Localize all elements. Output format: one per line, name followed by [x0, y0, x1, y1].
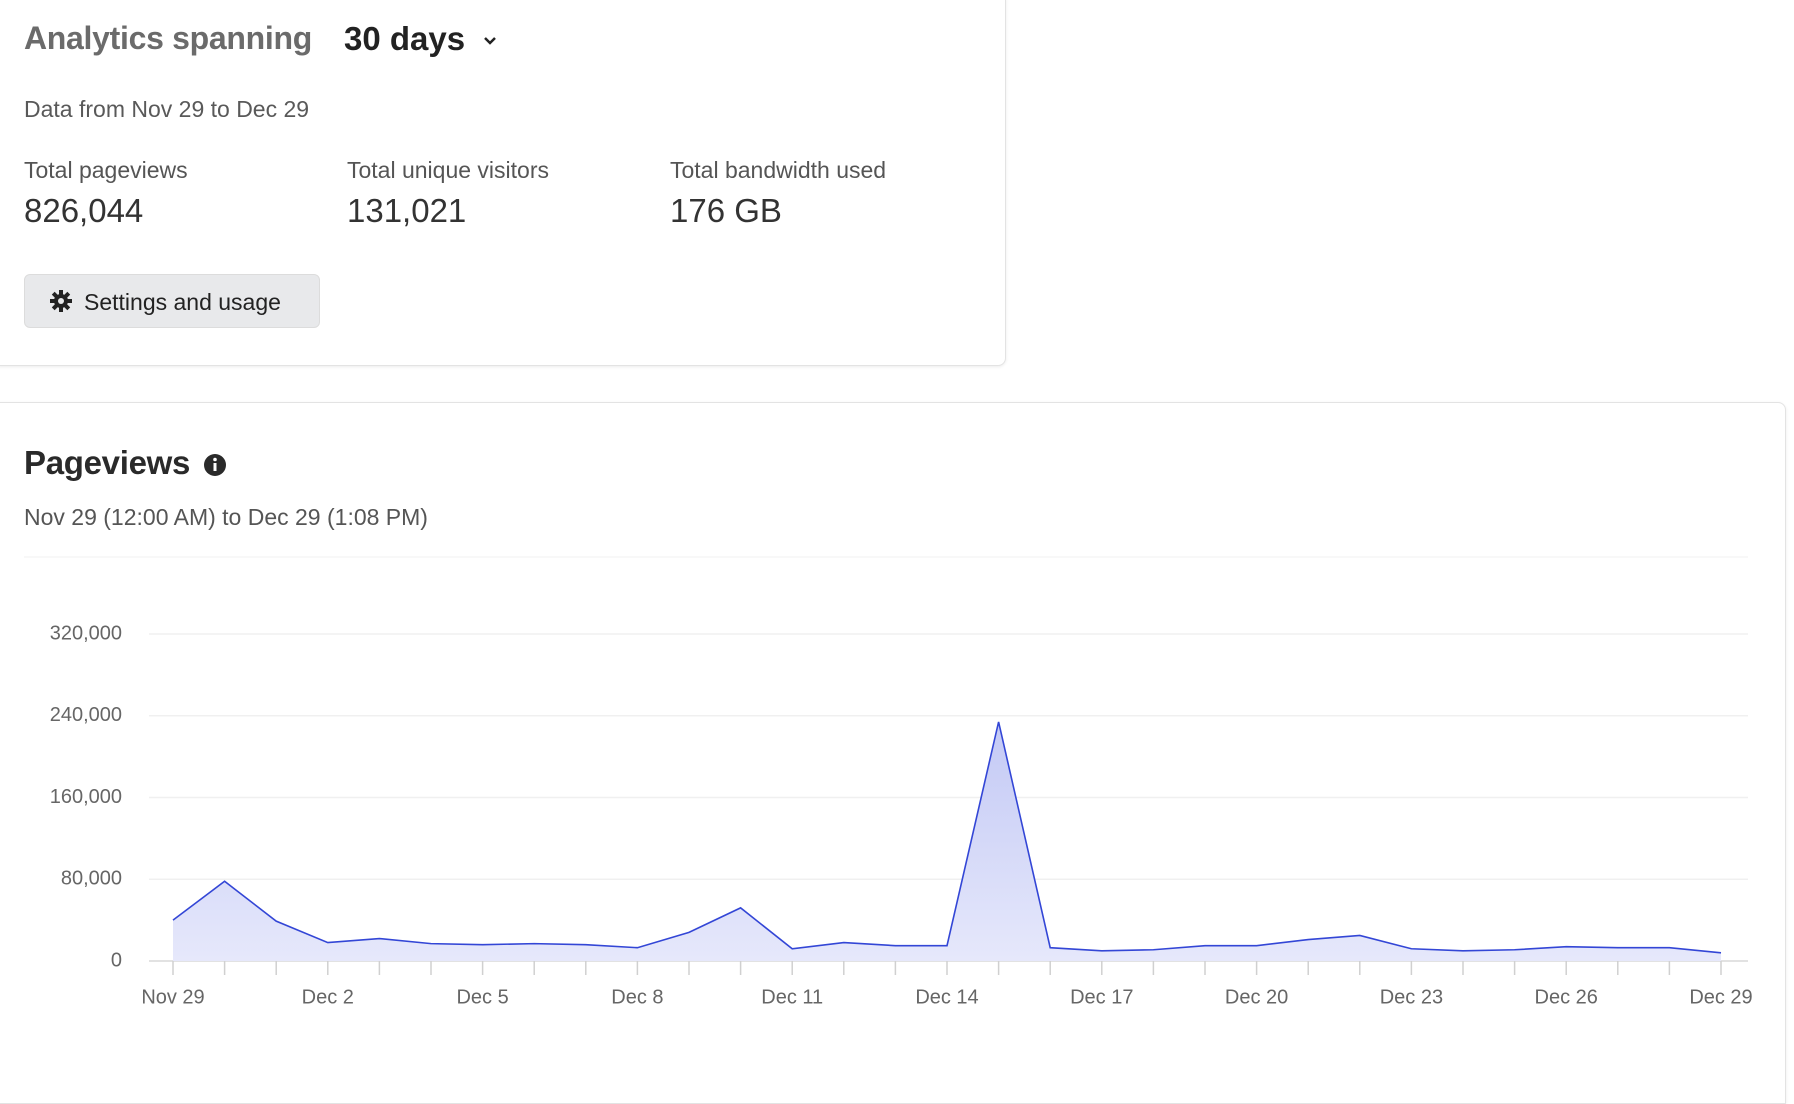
y-tick-label: 0 — [111, 949, 122, 971]
chart-title-text: Pageviews — [24, 444, 191, 481]
range-select[interactable]: 30 days — [344, 20, 498, 58]
stat-value: 131,021 — [347, 192, 467, 229]
gear-icon — [50, 290, 72, 312]
x-tick-label: Dec 29 — [1689, 986, 1752, 1008]
x-tick-label: Dec 17 — [1070, 986, 1133, 1008]
x-tick-label: Dec 2 — [302, 986, 354, 1008]
chevron-icon — [484, 37, 497, 46]
chart-card — [0, 402, 1786, 1104]
x-tick-label: Dec 26 — [1535, 986, 1598, 1008]
y-tick-label: 80,000 — [61, 868, 122, 890]
settings-button[interactable]: Settings and usage — [24, 274, 320, 328]
stat-label: Total unique visitors — [347, 157, 549, 183]
chart-subtitle: Nov 29 (12:00 AM) to Dec 29 (1:08 PM) — [24, 504, 428, 530]
x-tick-label: Dec 20 — [1225, 986, 1288, 1008]
chart-title: Pageviews — [24, 444, 227, 482]
x-tick-label: Dec 14 — [915, 986, 978, 1008]
y-tick-label: 160,000 — [50, 786, 122, 808]
x-tick-label: Nov 29 — [141, 986, 204, 1008]
y-tick-label: 320,000 — [50, 622, 122, 644]
x-tick-label: Dec 5 — [456, 986, 508, 1008]
x-tick-label: Dec 11 — [761, 986, 823, 1008]
x-tick-label: Dec 8 — [611, 986, 663, 1008]
button-label: Settings and usage — [84, 289, 281, 315]
chart: 0 80,000 160,000 240,000 320,000 Nov 29 Dec 2 D… — [24, 556, 1753, 1008]
line — [172, 721, 1722, 954]
header-subtitle: Data from Nov 29 to Dec 29 — [24, 96, 310, 122]
stat-label: Total bandwidth used — [670, 157, 887, 183]
stat-value: 826,044 — [24, 192, 144, 229]
stat-value: 176 GB — [670, 192, 782, 229]
info-icon[interactable] — [203, 453, 227, 477]
range-label: 30 days — [344, 20, 466, 57]
y-tick-label: 240,000 — [50, 704, 122, 726]
header-title: Analytics spanning — [24, 20, 312, 56]
stat-label: Total pageviews — [24, 157, 188, 183]
area — [173, 721, 1721, 961]
x-tick-label: Dec 23 — [1380, 986, 1443, 1008]
